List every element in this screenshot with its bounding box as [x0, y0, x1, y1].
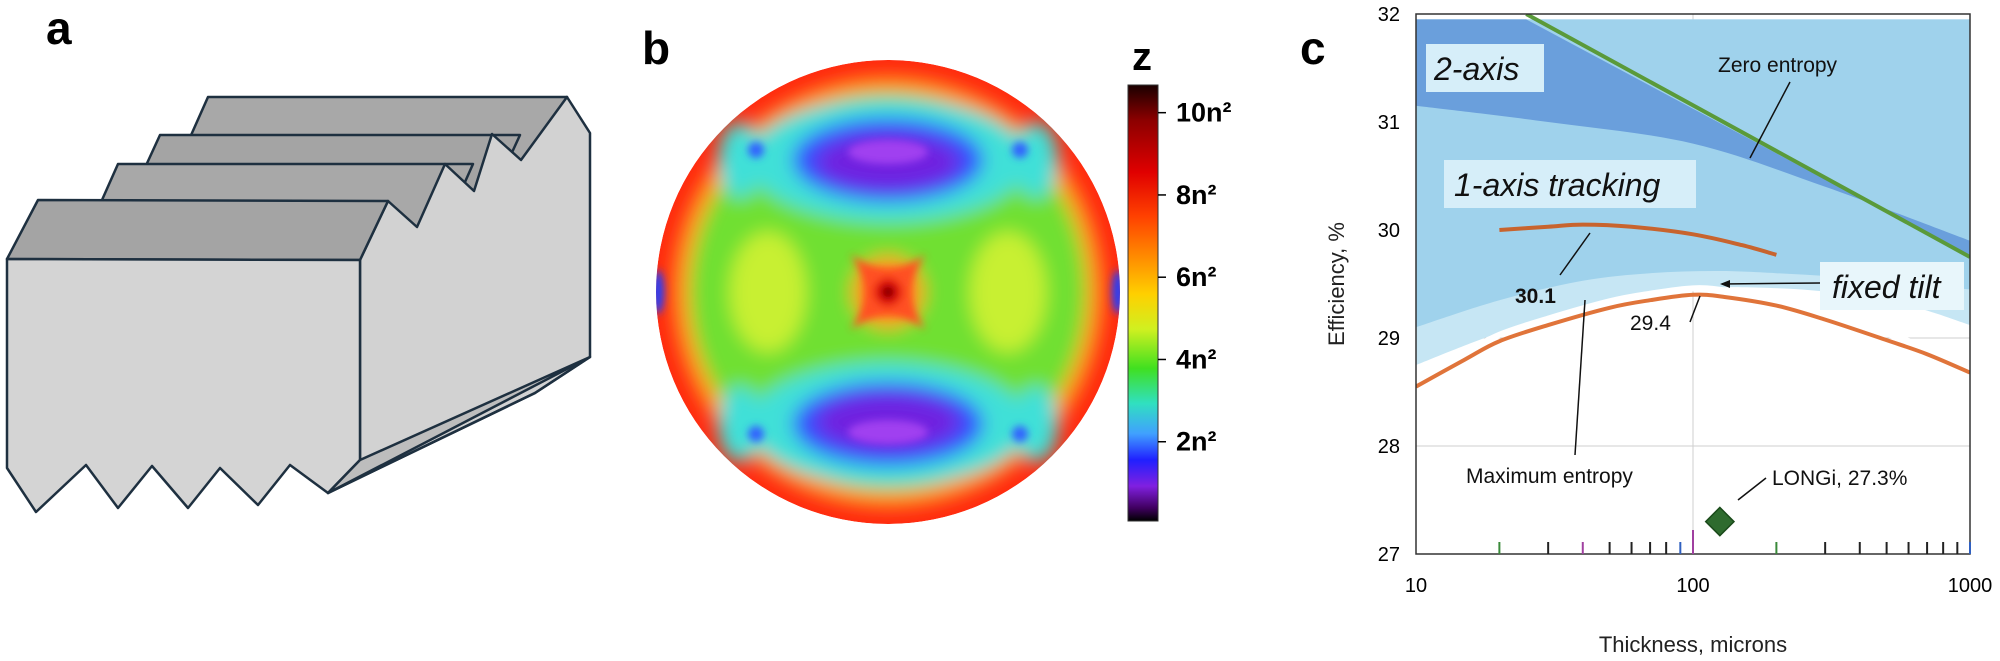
data-points [1704, 506, 1736, 537]
value-30-1-leader [1559, 232, 1591, 276]
polar-contour-map [656, 60, 1120, 524]
y-tick-label: 31 [1378, 112, 1400, 134]
axis-minor-marks [1498, 530, 1971, 554]
fixed-tilt-arrowhead [1720, 280, 1730, 288]
y-tick-label: 27 [1378, 544, 1400, 566]
longi-annotation: LONGi, 27.3% [1772, 467, 1907, 490]
zero-entropy-line [1525, 14, 1970, 259]
longi-marker [1704, 506, 1736, 537]
colorbar: z 10n² 8n² 6n² 4n² 2n² [1127, 35, 1232, 522]
panel-letter-c: c [1300, 22, 1326, 74]
panel-letter-a: a [46, 2, 72, 54]
y-axis-ticks: 27 28 29 30 31 32 [1378, 4, 1400, 566]
max-entropy-annotation: Maximum entropy [1466, 465, 1633, 488]
colorbar-tick-label: 2n² [1176, 427, 1217, 457]
y-tick-label: 28 [1378, 436, 1400, 458]
colorbar-tick-label: 8n² [1176, 180, 1217, 210]
panel-b-intensity-map: b [642, 22, 1232, 524]
colorbar-gradient [1127, 84, 1159, 522]
max-entropy-curve [1416, 292, 1970, 389]
colorbar-tick-label: 6n² [1176, 262, 1217, 292]
x-tick-label: 1000 [1948, 575, 1993, 597]
panel-letter-b: b [642, 22, 670, 74]
y-tick-label: 32 [1378, 4, 1400, 26]
fixed-tilt-arrow [1721, 282, 1821, 285]
x-tick-label: 10 [1405, 575, 1427, 597]
zero-entropy-leader [1749, 81, 1791, 159]
value-30-1-annotation: 30.1 [1515, 285, 1556, 308]
colorbar-tick-label: 10n² [1176, 98, 1232, 128]
y-tick-label: 30 [1378, 220, 1400, 242]
panel-a-prism-structure: a [5, 2, 592, 514]
x-axis-label: Thickness, microns [1599, 632, 1787, 657]
y-axis-label: Efficiency, % [1324, 222, 1349, 346]
max-entropy-leader [1574, 299, 1586, 456]
fixed-tilt-label: fixed tilt [1832, 269, 1942, 305]
y-tick-label: 29 [1378, 328, 1400, 350]
fixed-tilt-label-box [1820, 262, 1964, 310]
one-axis-label: 1-axis tracking [1454, 167, 1661, 203]
prism-front-face [5, 257, 362, 514]
two-axis-label-box [1426, 44, 1544, 92]
colorbar-title: z [1132, 35, 1152, 79]
longi-leader [1737, 477, 1767, 501]
value-29-4-leader [1689, 295, 1701, 323]
value-29-4-annotation: 29.4 [1630, 312, 1671, 335]
prism-top-1 [5, 198, 390, 262]
one-axis-tracking-curve [1499, 222, 1777, 257]
one-axis-label-box [1444, 160, 1696, 208]
panel-c-efficiency-chart: c 10 100 1000 27 28 29 30 31 32 Thickness, micr… [1300, 4, 1992, 657]
x-tick-label: 100 [1676, 575, 1709, 597]
x-axis-ticks: 10 100 1000 [1405, 575, 1992, 597]
max-entropy-white-border [1416, 285, 1970, 383]
colorbar-tick-label: 4n² [1176, 344, 1217, 374]
zero-entropy-annotation: Zero entropy [1718, 54, 1838, 77]
two-axis-region [1416, 19, 1970, 258]
two-axis-label: 2-axis [1433, 51, 1519, 87]
prism-bottom-facet [326, 355, 592, 495]
gridlines-lower [1416, 294, 1970, 554]
